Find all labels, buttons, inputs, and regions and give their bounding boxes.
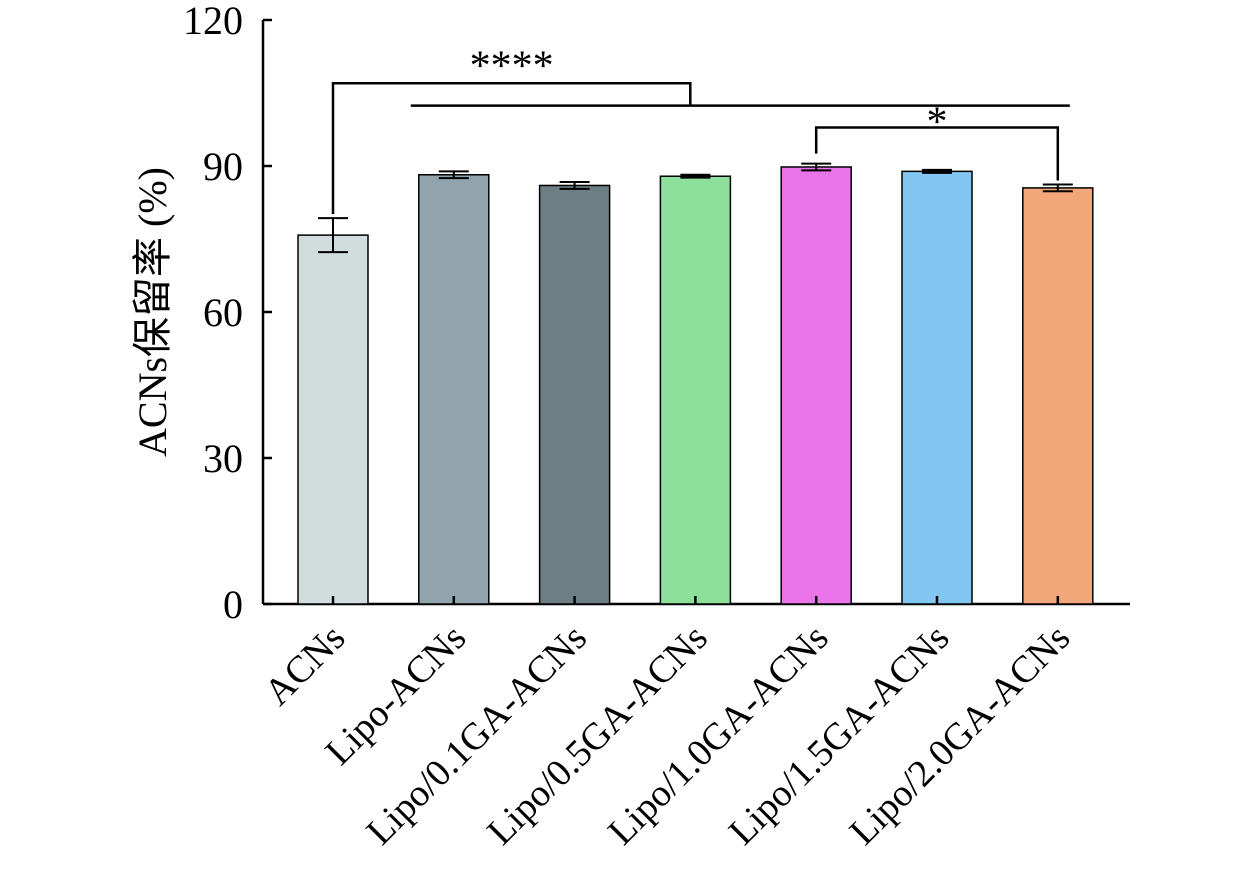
significance-bracket-1 [331,82,692,215]
y-tick-label: 0 [223,582,243,627]
x-category-label: Lipo/2.0GA-ACNs [842,617,1078,853]
significance-brackets: ***** [331,43,1070,215]
x-category-label: ACNs [256,617,353,714]
y-tick-label: 90 [203,144,243,189]
x-category-label: Lipo/1.5GA-ACNs [721,617,957,853]
y-axis-label: ACNs保留率 (%) [130,167,175,457]
bar [659,175,732,605]
x-ticks: ACNsLipo-ACNsLipo/0.1GA-ACNsLipo/0.5GA-A… [256,596,1078,853]
bar [901,170,973,605]
y-tick-label: 30 [203,436,243,481]
significance-bracket-2 [814,126,1060,181]
significance-label-1: **** [470,43,554,89]
bar [297,234,369,605]
bar [418,174,490,605]
bar [538,184,611,605]
y-tick-label: 120 [183,0,243,43]
x-category-label: Lipo/0.1GA-ACNs [359,617,595,853]
bar [1022,187,1094,605]
y-ticks: 0 30 60 90 120 [183,0,272,627]
bar [780,166,852,605]
x-category-label: Lipo/0.5GA-ACNs [479,617,715,853]
x-category-label: Lipo/1.0GA-ACNs [600,617,836,853]
bars [297,166,1094,605]
error-bars [318,162,1073,254]
significance-label-2: * [927,100,948,146]
y-tick-label: 60 [203,290,243,335]
